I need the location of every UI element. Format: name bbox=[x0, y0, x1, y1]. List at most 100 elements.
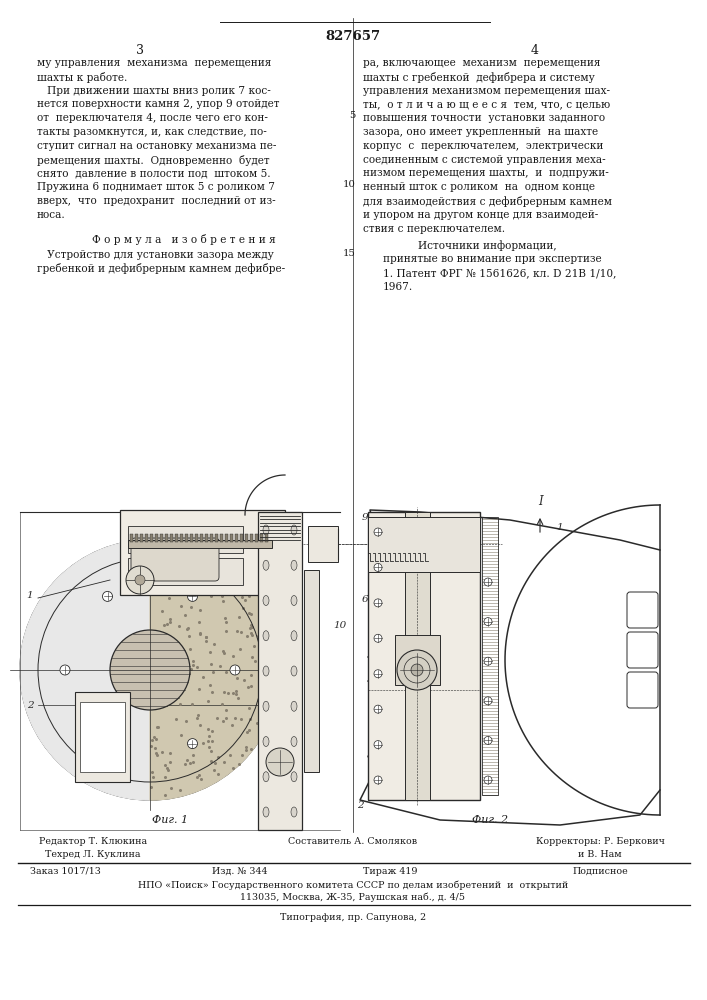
Text: 5: 5 bbox=[350, 111, 356, 120]
Text: Фиг. 2: Фиг. 2 bbox=[472, 815, 508, 825]
Bar bbox=[185, 534, 188, 542]
Text: Источники информации,: Источники информации, bbox=[418, 240, 556, 251]
Text: Составитель А. Смоляков: Составитель А. Смоляков bbox=[288, 837, 418, 846]
Bar bbox=[135, 534, 138, 542]
FancyBboxPatch shape bbox=[627, 632, 658, 668]
Ellipse shape bbox=[263, 772, 269, 782]
Bar bbox=[368, 512, 480, 800]
Text: 8: 8 bbox=[367, 750, 373, 760]
Bar bbox=[200, 534, 203, 542]
Bar bbox=[155, 534, 158, 542]
Polygon shape bbox=[150, 540, 280, 800]
Ellipse shape bbox=[291, 807, 297, 817]
Bar bbox=[230, 534, 233, 542]
Text: низмом перемещения шахты,  и  подпружи-: низмом перемещения шахты, и подпружи- bbox=[363, 168, 609, 178]
Bar bbox=[250, 534, 253, 542]
Circle shape bbox=[397, 650, 437, 690]
Bar bbox=[308, 526, 338, 562]
Circle shape bbox=[103, 739, 112, 749]
Circle shape bbox=[187, 739, 197, 749]
Bar bbox=[15, 510, 345, 832]
Text: 2: 2 bbox=[27, 700, 33, 710]
Circle shape bbox=[135, 575, 145, 585]
Text: Техред Л. Куклина: Техред Л. Куклина bbox=[45, 850, 141, 859]
Bar bbox=[80, 702, 125, 772]
Circle shape bbox=[484, 578, 492, 586]
Text: ты,  о т л и ч а ю щ е е с я  тем, что, с целью: ты, о т л и ч а ю щ е е с я тем, что, с … bbox=[363, 99, 610, 109]
Circle shape bbox=[374, 670, 382, 678]
Circle shape bbox=[484, 697, 492, 705]
Bar bbox=[258, 512, 302, 830]
Bar bbox=[160, 534, 163, 542]
Text: шахты к работе.: шахты к работе. bbox=[37, 72, 127, 83]
Circle shape bbox=[60, 665, 70, 675]
Bar bbox=[368, 517, 480, 572]
Text: ствия с переключателем.: ствия с переключателем. bbox=[363, 224, 505, 234]
Text: 1: 1 bbox=[27, 590, 33, 599]
Text: и упором на другом конце для взаимодей-: и упором на другом конце для взаимодей- bbox=[363, 210, 598, 220]
Text: 4: 4 bbox=[531, 44, 539, 57]
Bar bbox=[145, 534, 148, 542]
Circle shape bbox=[126, 566, 154, 594]
Circle shape bbox=[374, 705, 382, 713]
Text: I: I bbox=[538, 495, 542, 508]
Text: 3: 3 bbox=[367, 676, 373, 684]
Text: Устройство для установки зазора между: Устройство для установки зазора между bbox=[37, 250, 274, 260]
Circle shape bbox=[484, 657, 492, 665]
Text: Тираж 419: Тираж 419 bbox=[363, 867, 417, 876]
Ellipse shape bbox=[263, 631, 269, 641]
Text: 827657: 827657 bbox=[325, 30, 380, 43]
Text: 15: 15 bbox=[343, 249, 356, 258]
Circle shape bbox=[374, 599, 382, 607]
Circle shape bbox=[110, 630, 190, 710]
Circle shape bbox=[411, 664, 423, 676]
Bar bbox=[180, 534, 183, 542]
Bar bbox=[128, 526, 243, 553]
Text: 9: 9 bbox=[362, 512, 368, 522]
Text: носа.: носа. bbox=[37, 210, 66, 220]
Text: ремещения шахты.  Одновременно  будет: ремещения шахты. Одновременно будет bbox=[37, 155, 269, 166]
Circle shape bbox=[484, 618, 492, 626]
FancyBboxPatch shape bbox=[627, 592, 658, 628]
Ellipse shape bbox=[263, 595, 269, 605]
Text: НПО «Поиск» Государственного комитета СССР по делам изобретений  и  открытий: НПО «Поиск» Государственного комитета СС… bbox=[138, 880, 568, 890]
Text: 7: 7 bbox=[367, 726, 373, 734]
Bar bbox=[245, 534, 248, 542]
Text: Редактор Т. Клюкина: Редактор Т. Клюкина bbox=[39, 837, 147, 846]
Bar bbox=[355, 510, 698, 832]
Text: Корректоры: Р. Беркович: Корректоры: Р. Беркович bbox=[536, 837, 665, 846]
Circle shape bbox=[374, 776, 382, 784]
Text: 5: 5 bbox=[367, 650, 373, 660]
Text: му управления  механизма  перемещения: му управления механизма перемещения bbox=[37, 58, 271, 68]
Bar bbox=[128, 540, 272, 548]
Ellipse shape bbox=[291, 560, 297, 570]
Ellipse shape bbox=[291, 631, 297, 641]
Text: управления механизмом перемещения шах-: управления механизмом перемещения шах- bbox=[363, 86, 610, 96]
Circle shape bbox=[374, 741, 382, 749]
Bar bbox=[225, 534, 228, 542]
Text: ра, включающее  механизм  перемещения: ра, включающее механизм перемещения bbox=[363, 58, 600, 68]
Bar bbox=[215, 534, 218, 542]
Text: При движении шахты вниз ролик 7 кос-: При движении шахты вниз ролик 7 кос- bbox=[37, 86, 271, 96]
Text: шахты с гребенкой  дефибрера и систему: шахты с гребенкой дефибрера и систему bbox=[363, 72, 595, 83]
Bar bbox=[205, 534, 208, 542]
Circle shape bbox=[374, 528, 382, 536]
Text: для взаимодействия с дефибрерным камнем: для взаимодействия с дефибрерным камнем bbox=[363, 196, 612, 207]
Text: Ф о р м у л а   и з о б р е т е н и я: Ф о р м у л а и з о б р е т е н и я bbox=[92, 234, 276, 245]
Text: 6: 6 bbox=[362, 595, 368, 604]
Text: 1967.: 1967. bbox=[383, 282, 414, 292]
Text: такты разомкнутся, и, как следствие, по-: такты разомкнутся, и, как следствие, по- bbox=[37, 127, 267, 137]
Bar bbox=[304, 570, 319, 772]
Ellipse shape bbox=[263, 736, 269, 746]
Text: от  переключателя 4, после чего его кон-: от переключателя 4, после чего его кон- bbox=[37, 113, 268, 123]
Bar bbox=[240, 534, 243, 542]
FancyBboxPatch shape bbox=[131, 538, 219, 581]
Bar bbox=[482, 517, 498, 795]
Text: вверх,  что  предохранит  последний от из-: вверх, что предохранит последний от из- bbox=[37, 196, 276, 206]
Text: повышения точности  установки заданного: повышения точности установки заданного bbox=[363, 113, 605, 123]
Bar bbox=[75, 692, 130, 782]
Text: Подписное: Подписное bbox=[572, 867, 628, 876]
Text: соединенным с системой управления меха-: соединенным с системой управления меха- bbox=[363, 155, 606, 165]
Text: нется поверхности камня 2, упор 9 отойдет: нется поверхности камня 2, упор 9 отойде… bbox=[37, 99, 279, 109]
Text: Пружина 6 поднимает шток 5 с роликом 7: Пружина 6 поднимает шток 5 с роликом 7 bbox=[37, 182, 275, 192]
